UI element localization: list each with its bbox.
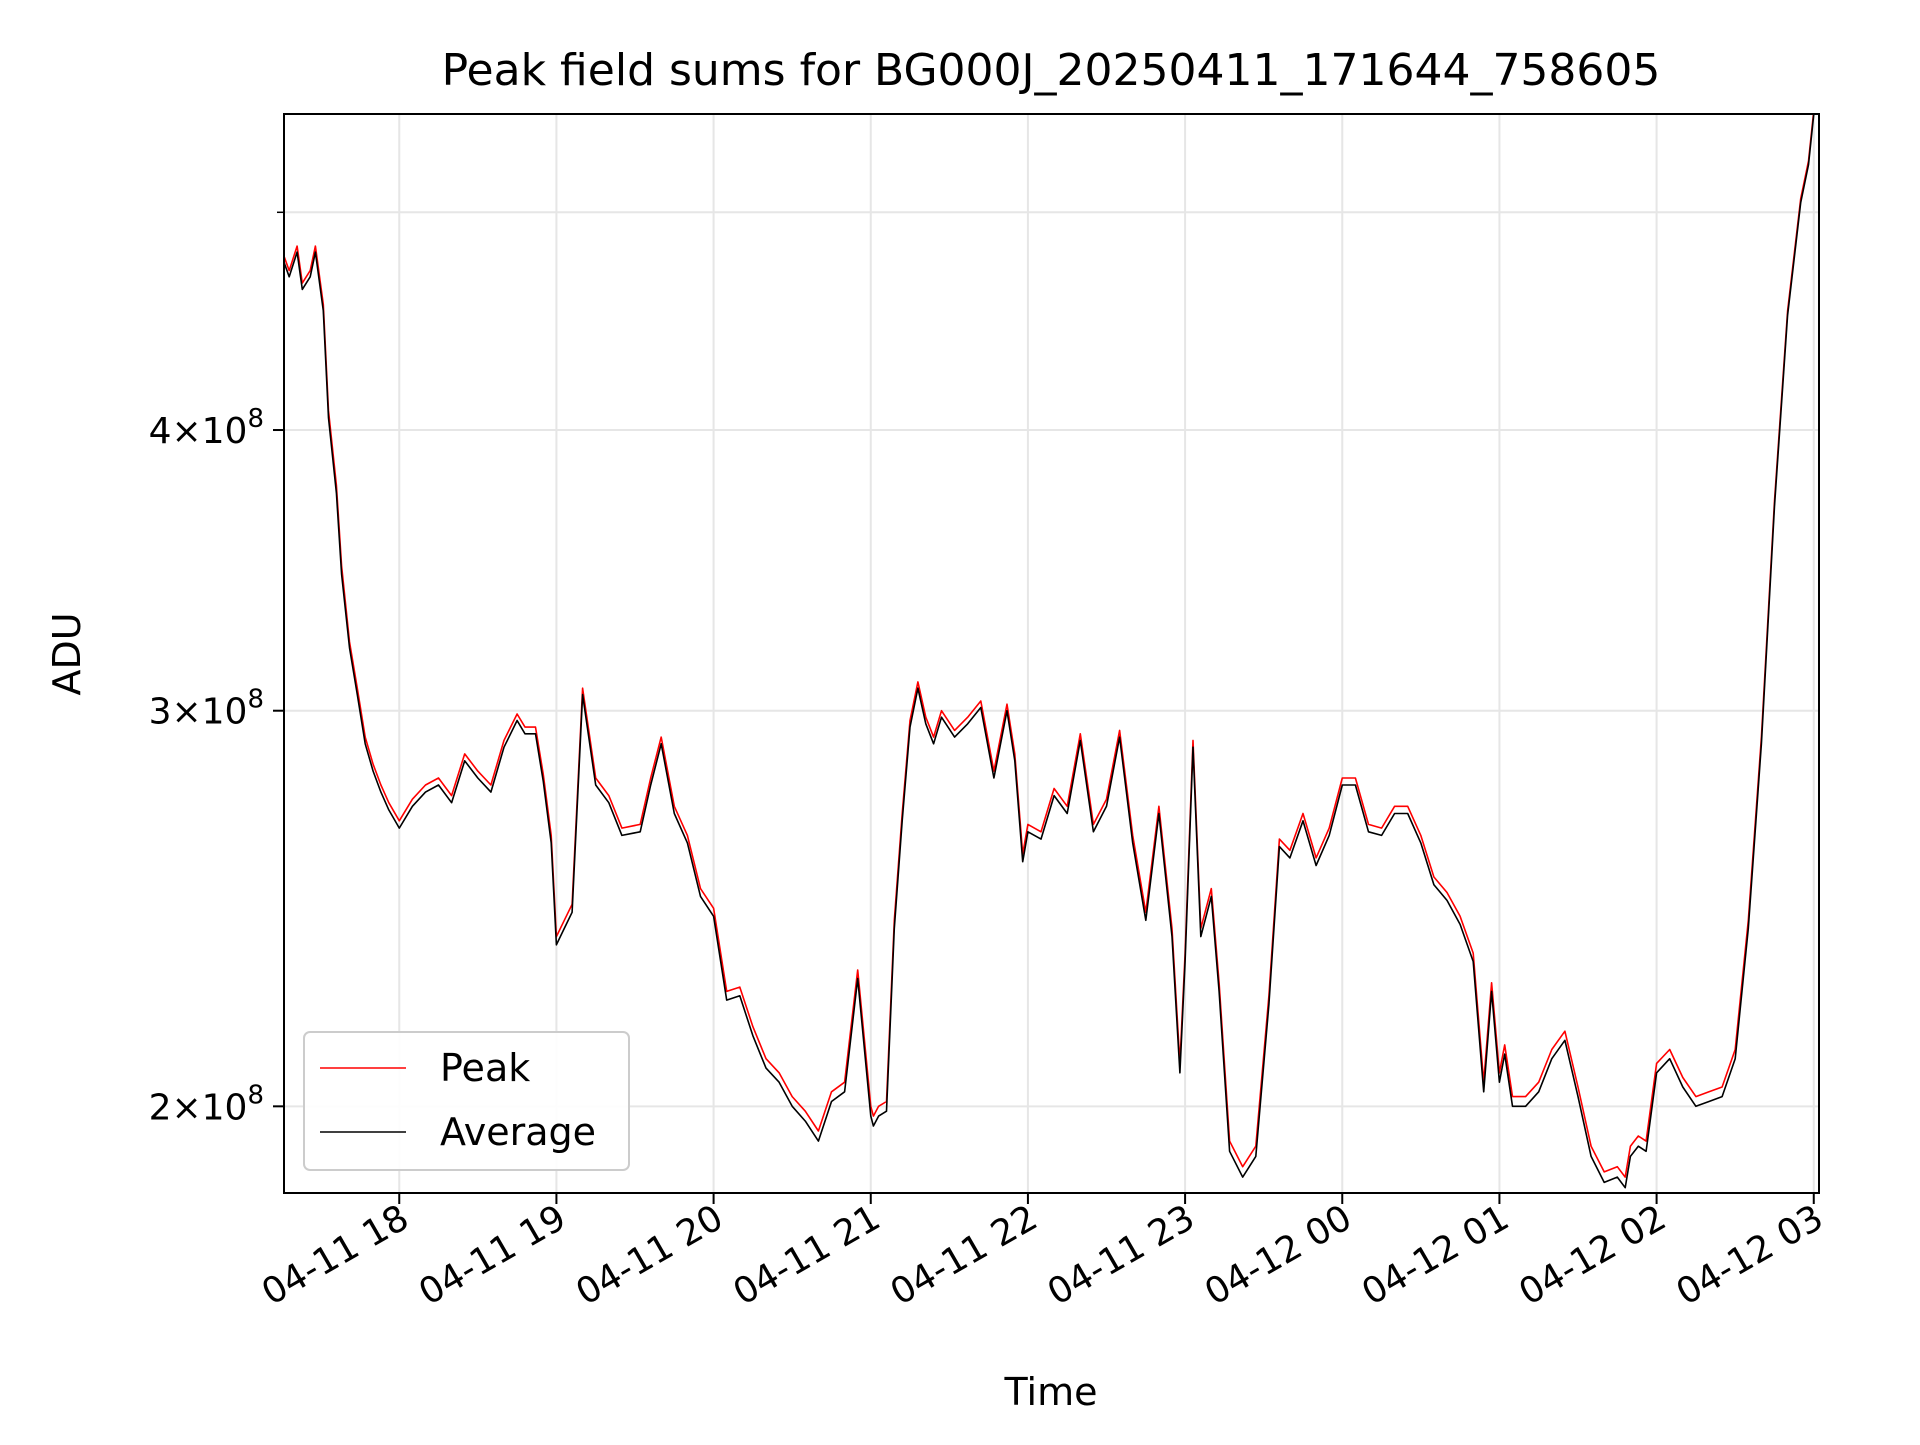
x-axis-label: Time: [1004, 1370, 1098, 1414]
y-tick-label: 2×108: [149, 1080, 264, 1128]
series-line-peak: [284, 114, 1815, 1178]
legend: Peak Average: [303, 1031, 630, 1171]
legend-label-average: Average: [440, 1110, 596, 1154]
grid-layer: [284, 114, 1819, 1193]
legend-label-peak: Peak: [440, 1046, 530, 1090]
chart-title: Peak field sums for BG000J_20250411_1716…: [442, 45, 1661, 96]
series-layer: [284, 114, 1815, 1189]
legend-box: [303, 1031, 630, 1171]
plot-frame: [283, 113, 1820, 1194]
y-axis-label: ADU: [45, 612, 89, 695]
y-tick-label: 4×108: [149, 404, 264, 452]
series-line-average: [284, 114, 1815, 1189]
y-tick-label: 3×108: [149, 685, 264, 733]
